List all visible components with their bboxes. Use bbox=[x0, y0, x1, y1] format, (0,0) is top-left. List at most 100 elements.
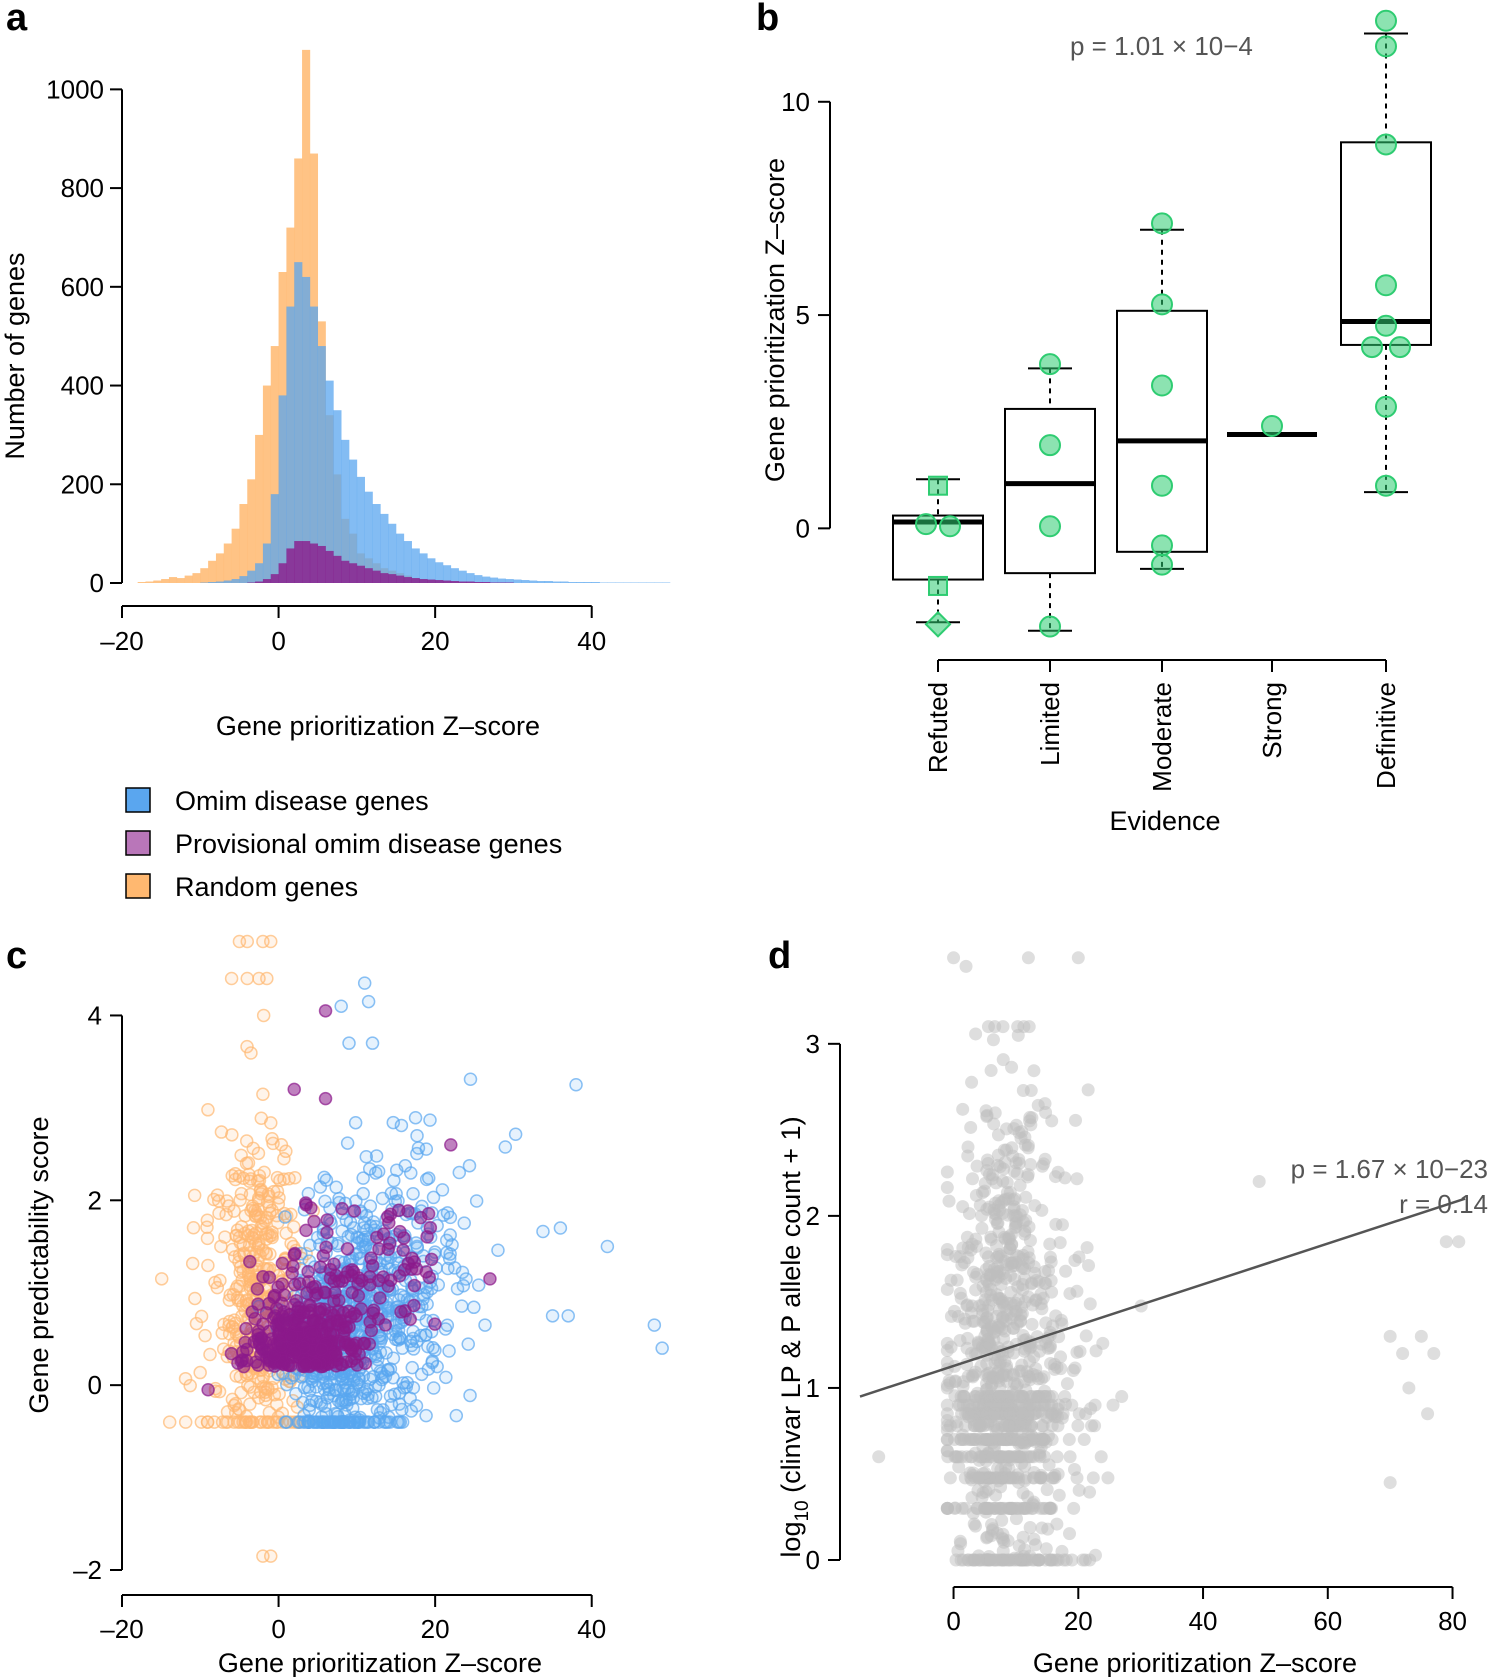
histogram-bar bbox=[270, 346, 279, 583]
r-value-annotation: r = 0.14 bbox=[1399, 1189, 1488, 1219]
histogram-bar bbox=[262, 385, 272, 583]
scatter-point bbox=[215, 1326, 229, 1340]
legend-label-provisional: Provisional omim disease genes bbox=[175, 829, 562, 859]
scatter-point bbox=[288, 1246, 302, 1261]
scatter-point bbox=[1068, 1254, 1082, 1268]
scatter-point bbox=[1067, 1501, 1081, 1515]
scatter-point bbox=[982, 1471, 996, 1485]
scatter-point bbox=[1086, 1471, 1100, 1485]
scatter-point bbox=[459, 1272, 473, 1286]
histogram-bar bbox=[137, 582, 146, 583]
scatter-point bbox=[299, 1196, 313, 1210]
histogram-bar bbox=[396, 575, 405, 583]
data-point-square bbox=[928, 475, 948, 496]
x-tick-label: 40 bbox=[577, 1614, 606, 1644]
scatter-point bbox=[1013, 1178, 1027, 1192]
scatter-point bbox=[408, 1110, 423, 1125]
scatter-point bbox=[569, 1078, 583, 1092]
scatter-point bbox=[1041, 1522, 1055, 1536]
p-value-annotation: p = 1.67 × 10−23 bbox=[1291, 1154, 1488, 1184]
scatter-point bbox=[357, 976, 372, 990]
histogram-bar bbox=[247, 479, 256, 583]
scatter-point bbox=[239, 1409, 254, 1424]
scatter-point bbox=[1010, 1166, 1024, 1180]
scatter-point bbox=[343, 1215, 358, 1230]
scatter-point bbox=[970, 1159, 984, 1173]
scatter-point bbox=[399, 1380, 414, 1394]
histogram-bar bbox=[458, 570, 467, 583]
scatter-point bbox=[942, 1194, 956, 1208]
histogram-bar bbox=[427, 579, 436, 583]
scatter-point bbox=[234, 1354, 249, 1369]
scatter-point bbox=[1049, 1217, 1063, 1231]
scatter-point bbox=[467, 1300, 481, 1315]
scatter-point bbox=[329, 1180, 343, 1195]
scatter-point bbox=[363, 1270, 377, 1284]
legend: Omim disease genes Provisional omim dise… bbox=[125, 786, 562, 902]
scatter-point bbox=[1018, 1295, 1032, 1309]
scatter-point bbox=[456, 1278, 471, 1293]
scatter-point bbox=[987, 1262, 1001, 1276]
histogram-bar bbox=[364, 491, 373, 583]
scatter-point bbox=[1080, 1241, 1094, 1255]
scatter-point bbox=[961, 1331, 975, 1345]
data-point bbox=[939, 515, 961, 538]
scatter-point bbox=[401, 1204, 415, 1218]
y-tick-label: 0 bbox=[88, 1370, 102, 1400]
scatter-point bbox=[245, 1305, 259, 1319]
scatter-point bbox=[1037, 1370, 1051, 1384]
histogram-bar bbox=[513, 579, 522, 583]
histogram-bar bbox=[591, 582, 600, 583]
scatter-point bbox=[1065, 1398, 1079, 1412]
histogram-bar bbox=[294, 262, 303, 583]
scatter-point bbox=[1004, 1285, 1018, 1299]
scatter-point bbox=[428, 1343, 442, 1357]
scatter-point bbox=[1012, 1539, 1026, 1553]
scatter-point bbox=[972, 1471, 986, 1485]
y-tick-label: 0 bbox=[796, 513, 810, 543]
scatter-point bbox=[1016, 1328, 1030, 1342]
scatter-point bbox=[1033, 1501, 1047, 1515]
scatter-point bbox=[953, 1250, 967, 1264]
scatter-point bbox=[940, 1501, 954, 1515]
scatter-point bbox=[443, 1210, 458, 1225]
scatter-point bbox=[980, 1153, 994, 1167]
scatter-point bbox=[970, 1267, 984, 1281]
scatter-point bbox=[959, 959, 973, 973]
scatter-point bbox=[1016, 1084, 1030, 1098]
histogram-bar bbox=[411, 548, 420, 583]
data-point bbox=[1375, 395, 1397, 418]
scatter-point bbox=[1072, 1483, 1086, 1497]
scatter-point bbox=[186, 1221, 201, 1235]
scatter-point bbox=[238, 1335, 252, 1350]
histogram-bar bbox=[168, 577, 178, 583]
scatter-point bbox=[1085, 1419, 1099, 1433]
scatter-point bbox=[348, 1115, 363, 1130]
scatter-point bbox=[978, 1407, 992, 1421]
histogram-bar bbox=[474, 575, 483, 583]
x-tick-label: 40 bbox=[577, 626, 606, 656]
scatter-point bbox=[271, 1280, 285, 1294]
histogram-bar bbox=[192, 573, 201, 583]
panel-letter-d: d bbox=[768, 935, 791, 977]
y-tick-label: 1000 bbox=[46, 74, 104, 104]
scatter-point bbox=[1021, 1168, 1035, 1182]
scatter-point bbox=[189, 1316, 204, 1331]
scatter-point bbox=[318, 1004, 333, 1018]
scatter-point bbox=[420, 1230, 434, 1244]
scatter-point bbox=[387, 1173, 401, 1188]
scatter-point bbox=[1071, 1419, 1085, 1433]
scatter-point bbox=[1027, 1532, 1041, 1546]
x-tick-label: 40 bbox=[1189, 1606, 1218, 1636]
scatter-point bbox=[256, 1087, 270, 1102]
histogram-bar bbox=[356, 476, 365, 583]
scatter-point bbox=[224, 1346, 239, 1361]
scatter-point bbox=[331, 1304, 346, 1318]
histogram-bar bbox=[333, 410, 342, 583]
data-point bbox=[1375, 474, 1397, 497]
scatter-point bbox=[457, 1216, 471, 1230]
scatter-point bbox=[1035, 1203, 1049, 1217]
scatter-point bbox=[397, 1290, 411, 1304]
scatter-point bbox=[980, 1274, 994, 1288]
